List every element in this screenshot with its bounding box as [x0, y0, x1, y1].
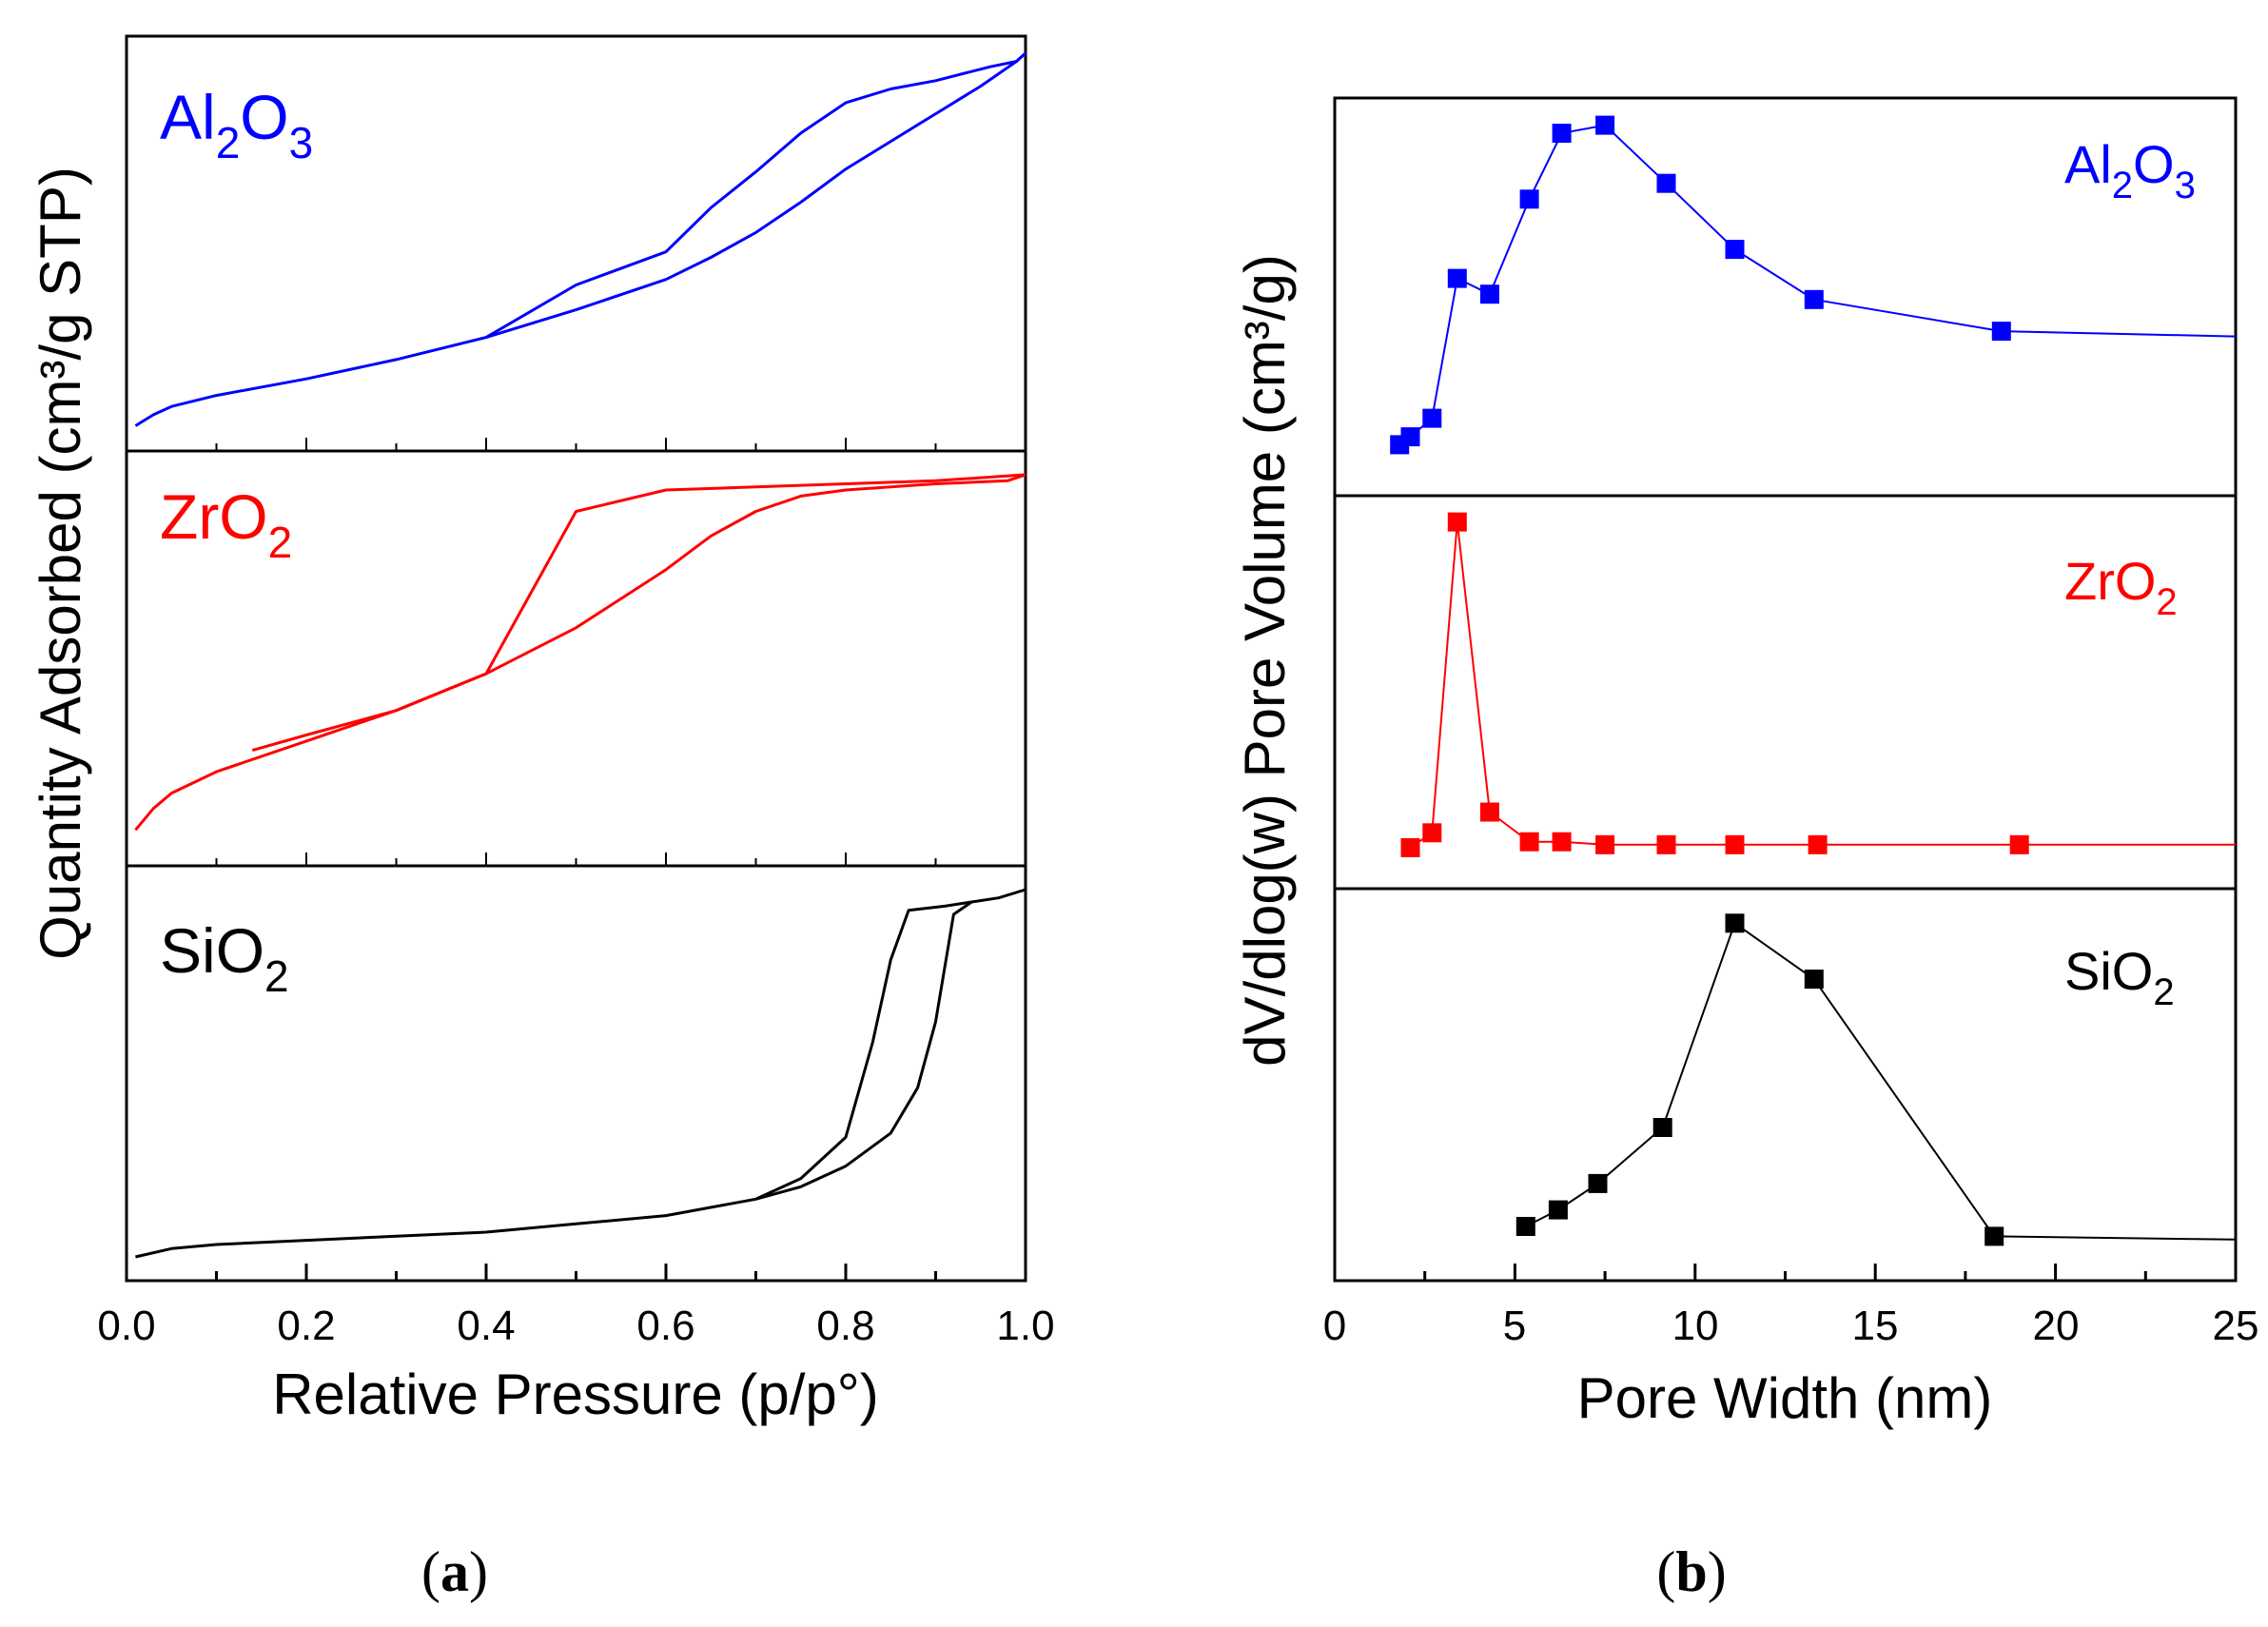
- panel-b-sio2-point-4: [1725, 913, 1745, 933]
- panel-b-zro2-point-0: [1400, 837, 1420, 857]
- panel-b-caption: (b): [1656, 1540, 1726, 1603]
- panel-a-label-zro2: ZrO2: [160, 481, 292, 567]
- panel-a-x-tick-label-4: 0.8: [816, 1303, 874, 1349]
- panel-b-sio2-point-6: [1984, 1226, 2004, 1246]
- panel-b-al2o3-point-2: [1422, 408, 1442, 428]
- panel-b-al2o3-point-7: [1595, 115, 1615, 135]
- panel-b-al2o3-point-10: [1804, 289, 1824, 309]
- panel-b-sio2-point-1: [1548, 1200, 1568, 1220]
- panel-b-label-al2o3: Al2O3: [2064, 134, 2196, 206]
- panel-b-zro2-line: [1409, 520, 2236, 849]
- panel-b-x-tick-label-2: 10: [1672, 1303, 1719, 1349]
- panel-a-zro2-adsorption-line: [134, 473, 1026, 832]
- label-sub: 2: [2112, 165, 2133, 206]
- label-sub: 2: [216, 118, 241, 167]
- panel-a-sio2-desorption-line: [754, 900, 972, 1201]
- panel-a-label-sio2: SiO2: [160, 915, 289, 1001]
- label-mid: O: [2115, 551, 2157, 611]
- panel-a-plot-frame: [125, 34, 1027, 1283]
- panel-b-sio2-point-0: [1515, 1217, 1535, 1236]
- panel-b-zro2-point-10: [2009, 834, 2029, 854]
- label-main: Al: [160, 82, 216, 152]
- label-mid: O: [240, 82, 288, 152]
- panel-b-y-axis-title: dV/dlog(w) Pore Volume (cm³/g): [1233, 254, 1297, 1067]
- panel-a-sio2-adsorption-line: [135, 888, 1026, 1259]
- panel-a-label-al2o3: Al2O3: [160, 82, 313, 167]
- panel-b-x-axis-title: Pore Width (nm): [1577, 1366, 1993, 1430]
- panel-b-x-tick-label-3: 15: [1852, 1303, 1899, 1349]
- panel-b-al2o3-point-8: [1656, 173, 1676, 193]
- panel-a-caption: (a): [421, 1540, 488, 1603]
- label-main: Zr: [160, 481, 219, 552]
- panel-b-label-zro2: ZrO2: [2064, 551, 2178, 623]
- panel-b-zro2-point-6: [1595, 834, 1615, 854]
- panel-b-sio2-point-2: [1588, 1173, 1608, 1193]
- panel-b-curves: [1390, 115, 2237, 1246]
- panel-b-zro2-point-1: [1422, 823, 1442, 843]
- label-main: Al: [2064, 134, 2112, 194]
- panel-a: 0.0 0.2 0.4 0.6 0.8 1.0 Relative Pressur…: [29, 34, 1055, 1603]
- panel-b-al2o3-point-1: [1400, 427, 1420, 447]
- panel-a-al2o3-adsorption-line: [134, 51, 1027, 427]
- panel-b-zro2-point-8: [1725, 834, 1745, 854]
- label-mid: O: [219, 481, 267, 552]
- panel-b-al2o3-point-9: [1725, 240, 1745, 260]
- panel-b-label-sio2: SiO2: [2064, 941, 2175, 1013]
- panel-b-zro2-point-3: [1479, 802, 1499, 822]
- panel-a-x-axis-title: Relative Pressure (p/p°): [272, 1362, 879, 1426]
- label-sub: 2: [268, 518, 293, 567]
- label-sub: 3: [2175, 165, 2196, 206]
- label-main: Zr: [2064, 551, 2115, 611]
- panel-b-zro2-point-9: [1808, 834, 1828, 854]
- caption-letter: a: [440, 1540, 469, 1603]
- panel-a-x-tick-label-5: 1.0: [996, 1303, 1054, 1349]
- panel-a-x-tick-label-2: 0.4: [457, 1303, 515, 1349]
- panel-b-x-tick-label-1: 5: [1503, 1303, 1526, 1349]
- label-mid: O: [2133, 134, 2175, 194]
- panel-b-x-tick-label-0: 0: [1323, 1303, 1346, 1349]
- panel-b-zro2-point-2: [1447, 512, 1467, 532]
- panel-b-sio2-point-5: [1804, 970, 1824, 990]
- panel-b-zro2-point-4: [1519, 832, 1539, 852]
- label-mid: O: [216, 915, 264, 986]
- panel-b-x-ticks: [1333, 1264, 2238, 1281]
- panel-b-plot-frame: [1333, 96, 2238, 1283]
- panel-a-y-axis-title: Quantity Adsorbed (cm³/g STP): [29, 167, 92, 960]
- panel-b-al2o3-point-4: [1479, 284, 1499, 304]
- label-sub: 2: [2156, 581, 2177, 623]
- panel-b-al2o3-point-3: [1447, 268, 1467, 288]
- panel-b-zro2-point-7: [1656, 834, 1676, 854]
- panel-a-curves: [134, 51, 1027, 1259]
- label-main: Si: [160, 915, 216, 986]
- panel-b-zro2-point-5: [1552, 832, 1572, 852]
- label-sub: 2: [264, 951, 289, 1001]
- panel-a-zro2-desorption-line: [251, 473, 1026, 753]
- label-sub: 2: [2153, 971, 2174, 1013]
- panel-b-x-tick-label-5: 25: [2213, 1303, 2259, 1349]
- panel-a-x-tick-label-0: 0.0: [97, 1303, 155, 1349]
- label-main: Si: [2064, 941, 2112, 1001]
- panel-a-al2o3-desorption-line: [485, 51, 1027, 339]
- panel-b-sio2-point-3: [1652, 1118, 1672, 1137]
- label-sub: 3: [289, 118, 314, 167]
- panel-a-x-tick-label-1: 0.2: [277, 1303, 335, 1349]
- panel-a-x-tick-label-3: 0.6: [636, 1303, 694, 1349]
- panel-b-al2o3-point-5: [1519, 189, 1539, 209]
- caption-letter: b: [1675, 1540, 1707, 1603]
- panel-b-x-tick-label-4: 20: [2033, 1303, 2080, 1349]
- panel-b-al2o3-point-11: [1991, 322, 2011, 342]
- panel-a-x-ticks: [125, 438, 1027, 1281]
- label-mid: O: [2112, 941, 2154, 1001]
- panel-b-al2o3-point-6: [1552, 124, 1572, 143]
- panel-b: 0 5 10 15 20 25 Pore Width (nm) dV/dlog(…: [1233, 96, 2259, 1603]
